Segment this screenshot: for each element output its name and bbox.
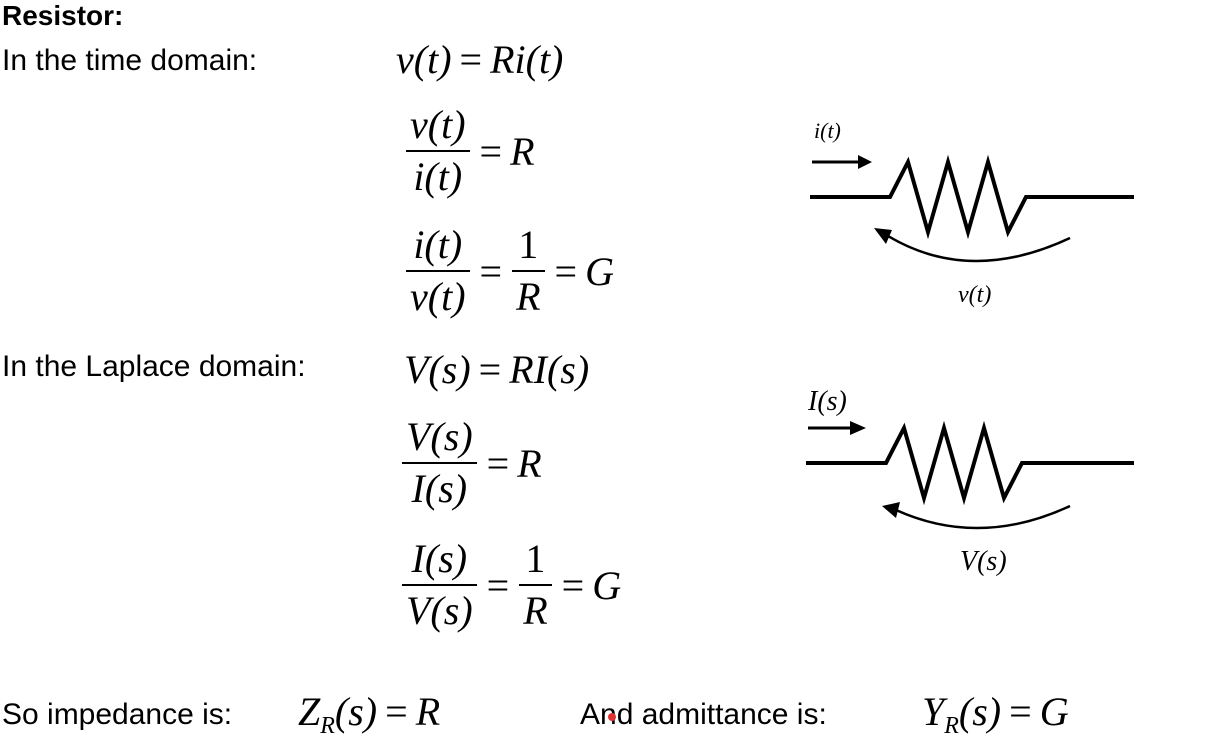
time-voltage-label: v(t) xyxy=(958,282,992,308)
laplace-eq-1-rhs: RI(s) xyxy=(509,347,590,392)
voltage-arc xyxy=(887,234,1071,263)
laplace-eq-1-op: = xyxy=(478,347,502,392)
current-arrowhead xyxy=(858,155,872,169)
time-resistor-diagram xyxy=(810,154,1134,263)
fraction-bar xyxy=(512,270,545,272)
laplace-eq-3-rhs: G xyxy=(592,562,622,608)
laplace-eq-2-numerator: V(s) xyxy=(406,414,473,459)
time-domain-label: In the time domain: xyxy=(2,44,258,77)
admittance-label: And admittance is: xyxy=(580,698,827,731)
laplace-eq-3: I(s) V(s) = 1 R = G xyxy=(400,538,621,632)
laplace-eq-3-denominator-2: R xyxy=(523,588,548,633)
time-eq-1: v(t) = Ri(t) xyxy=(396,40,563,80)
impedance-rhs: R xyxy=(415,689,441,734)
fraction-bar xyxy=(402,462,477,464)
time-eq-3-fraction-2: 1 R xyxy=(512,222,545,319)
time-eq-3-numerator-2: 1 xyxy=(518,222,539,267)
time-eq-3-op2: = xyxy=(554,248,578,294)
time-eq-3-fraction: i(t) v(t) xyxy=(406,224,470,318)
laplace-current-label: I(s) xyxy=(808,386,847,417)
fraction-bar xyxy=(406,270,470,272)
impedance-label: So impedance is: xyxy=(2,698,233,731)
laplace-eq-3-fraction-2: 1 R xyxy=(519,536,552,633)
impedance-subscript: R xyxy=(320,713,335,739)
fraction-bar xyxy=(406,150,470,152)
current-arrowhead xyxy=(850,421,866,435)
time-eq-3-numerator: i(t) xyxy=(413,222,463,267)
time-eq-3-op1: = xyxy=(479,248,503,294)
time-eq-2-denominator: i(t) xyxy=(413,154,463,199)
time-eq-2-rhs: R xyxy=(510,128,535,174)
voltage-arrowhead xyxy=(874,228,892,244)
laplace-eq-2-op: = xyxy=(486,440,510,486)
time-eq-1-rhs: Ri(t) xyxy=(490,37,564,82)
time-eq-2-numerator: v(t) xyxy=(410,102,466,147)
laplace-eq-3-op2: = xyxy=(561,562,585,608)
laplace-eq-3-numerator-2: 1 xyxy=(525,536,546,581)
admittance-rhs: G xyxy=(1039,689,1069,734)
resistor-zigzag xyxy=(810,154,1134,240)
laplace-eq-2-fraction: V(s) I(s) xyxy=(402,416,477,510)
time-eq-2: v(t) i(t) = R xyxy=(404,104,535,198)
laplace-eq-3-fraction: I(s) V(s) xyxy=(402,538,477,632)
impedance-symbol: Z xyxy=(298,689,321,734)
fraction-bar xyxy=(402,584,477,586)
time-eq-3-denominator: v(t) xyxy=(410,274,466,319)
impedance-op: = xyxy=(385,689,408,734)
time-current-label: i(t) xyxy=(814,118,841,143)
heading: Resistor: xyxy=(2,0,124,31)
laplace-resistor-diagram xyxy=(806,420,1134,530)
laplace-eq-2-denominator: I(s) xyxy=(411,466,468,511)
laplace-eq-3-denominator: V(s) xyxy=(406,588,473,633)
time-eq-3: i(t) v(t) = 1 R = G xyxy=(404,224,614,318)
laplace-eq-2-rhs: R xyxy=(517,440,542,486)
time-eq-3-rhs: G xyxy=(585,248,614,294)
laplace-domain-label: In the Laplace domain: xyxy=(2,350,306,383)
time-eq-1-op: = xyxy=(459,37,483,82)
resistor-zigzag xyxy=(806,420,1134,506)
time-eq-1-lhs: v(t) xyxy=(396,37,452,82)
cursor-dot-icon xyxy=(608,713,616,721)
laplace-voltage-label: V(s) xyxy=(960,546,1007,577)
laplace-eq-1: V(s) = RI(s) xyxy=(404,350,589,390)
time-eq-2-fraction: v(t) i(t) xyxy=(406,104,470,198)
impedance-eq: ZR(s) = R xyxy=(298,689,441,739)
admittance-symbol: Y xyxy=(922,689,945,734)
admittance-subscript: R xyxy=(944,713,959,739)
fraction-bar xyxy=(519,584,552,586)
laplace-eq-2: V(s) I(s) = R xyxy=(400,416,542,510)
voltage-arrowhead xyxy=(882,502,900,518)
time-eq-3-denominator-2: R xyxy=(516,274,541,319)
laplace-eq-1-lhs: V(s) xyxy=(404,347,471,392)
laplace-eq-3-numerator: I(s) xyxy=(411,536,468,581)
impedance-arg: (s) xyxy=(334,689,378,734)
admittance-arg: (s) xyxy=(958,689,1002,734)
admittance-op: = xyxy=(1009,689,1032,734)
laplace-eq-3-op1: = xyxy=(486,562,510,608)
admittance-eq: YR(s) = G xyxy=(922,689,1069,739)
voltage-arc xyxy=(895,504,1071,530)
time-eq-2-op: = xyxy=(479,128,503,174)
